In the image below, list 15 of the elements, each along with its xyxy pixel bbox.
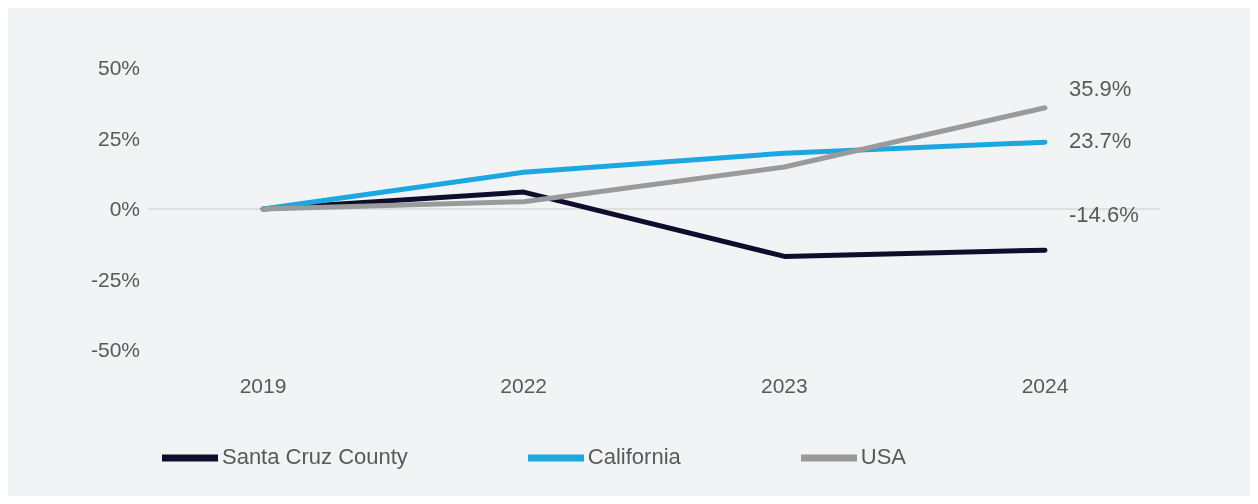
y-tick-label: 0% — [109, 197, 140, 221]
data-label: -14.6% — [1069, 202, 1139, 228]
y-tick-label: -25% — [90, 267, 140, 291]
x-tick-label: 2022 — [500, 373, 548, 397]
legend-label: Santa Cruz County — [221, 443, 408, 469]
data-label: 35.9% — [1069, 75, 1132, 101]
legend-label: USA — [860, 443, 907, 469]
x-tick-label: 2023 — [760, 373, 808, 397]
x-tick-label: 2024 — [1021, 373, 1069, 397]
legend-label: California — [587, 443, 681, 469]
y-tick-label: 25% — [97, 126, 140, 150]
x-tick-label: 2019 — [239, 373, 287, 397]
y-tick-label: -50% — [90, 338, 140, 362]
y-tick-label: 50% — [97, 56, 140, 80]
data-label: 23.7% — [1069, 128, 1132, 154]
